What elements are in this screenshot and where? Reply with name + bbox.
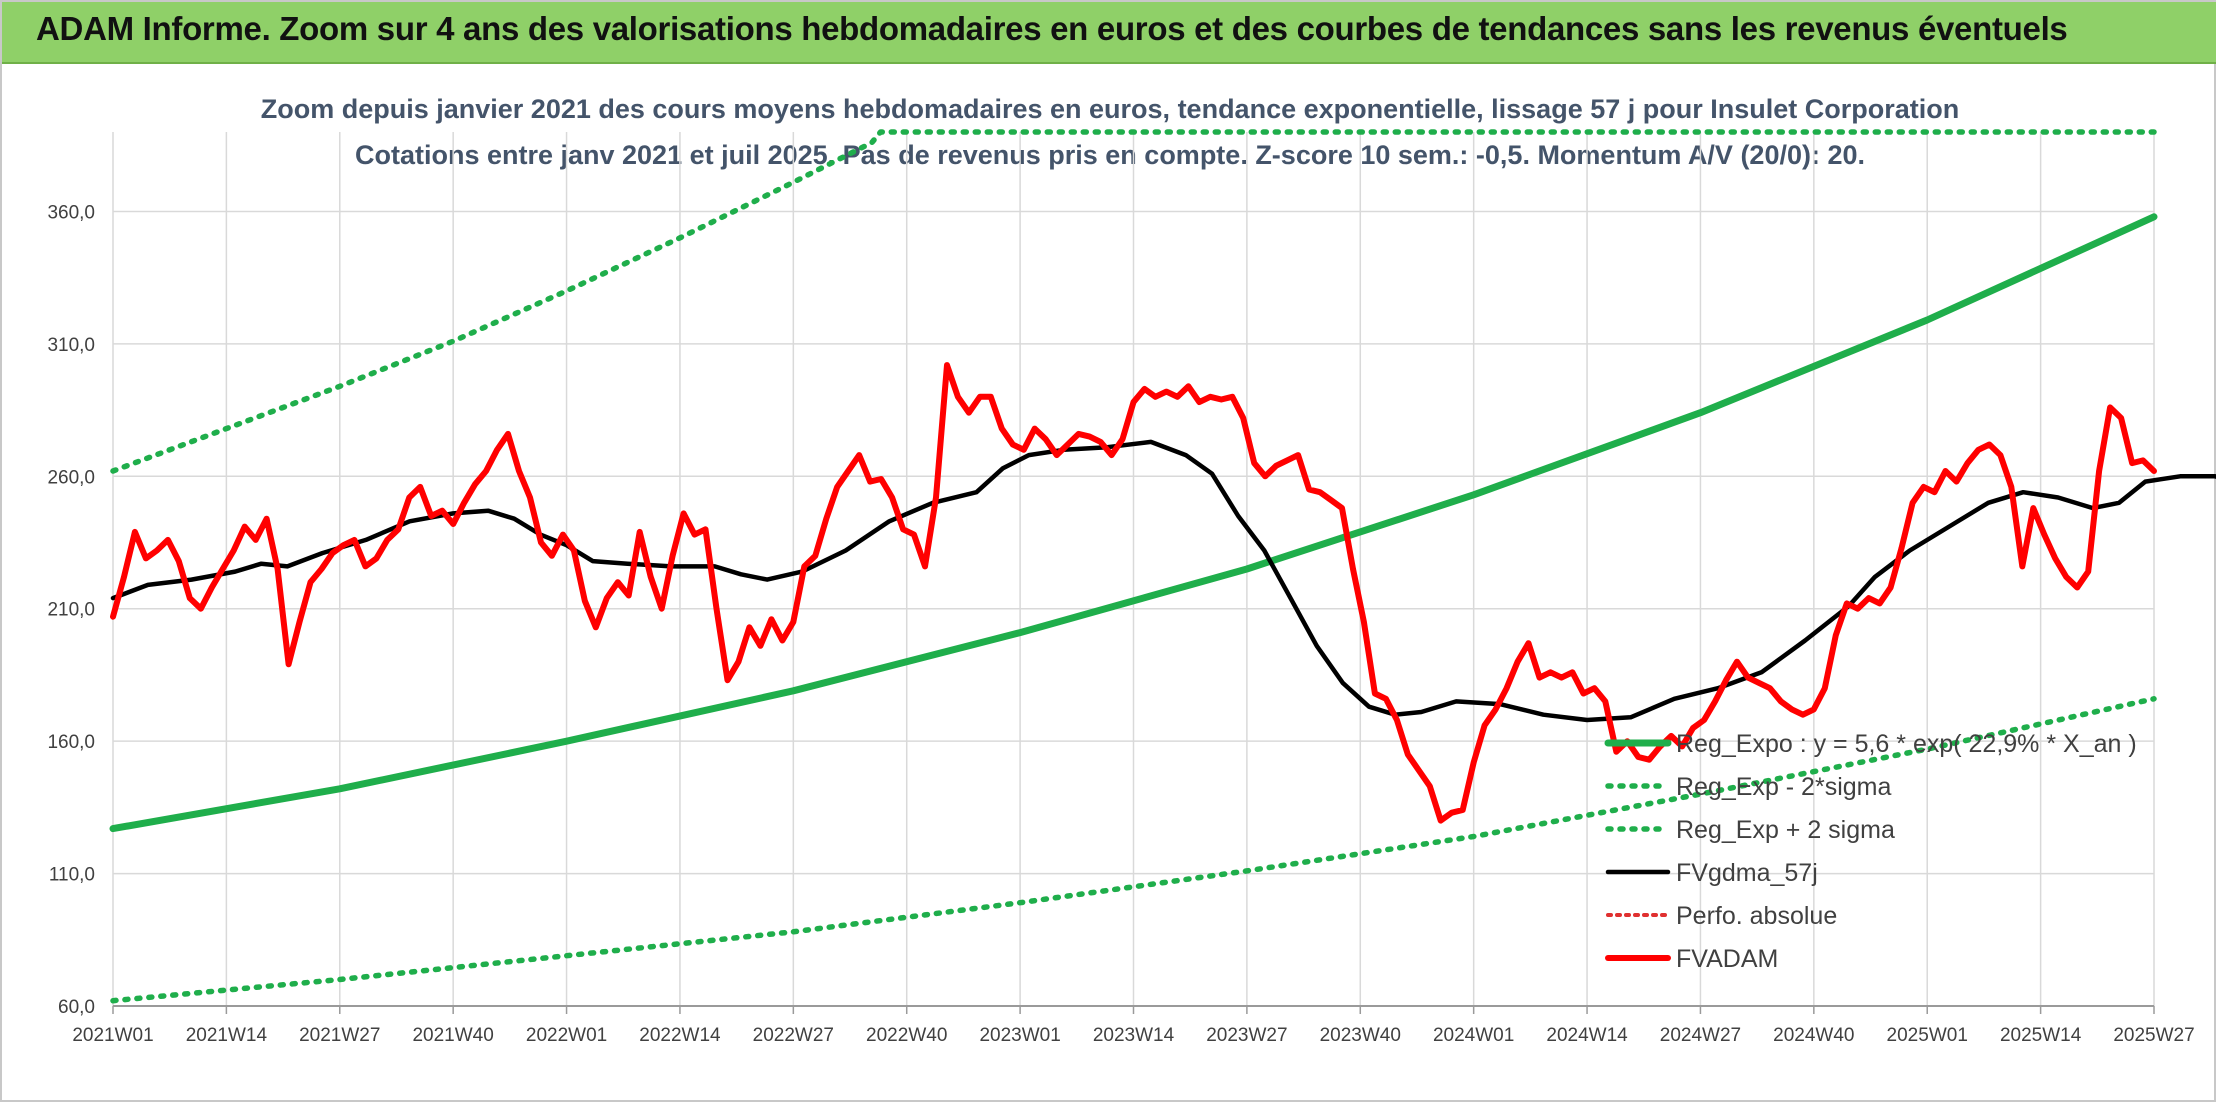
x-tick-label: 2024W40 [1773,1025,1854,1046]
y-tick-label: 260,0 [47,467,95,488]
axes: 60,0 110,0 160,0 210,0 260,0 310,0 360,0 2021W0… [47,202,2194,1046]
header-band: ADAM Informe. Zoom sur 4 ans des valoris… [2,2,2216,64]
x-tick-label: 2023W40 [1320,1025,1401,1046]
x-tick-label: 2022W01 [526,1025,607,1046]
x-tick-label: 2022W27 [753,1025,834,1046]
legend-label: Reg_Exp + 2 sigma [1676,816,1895,844]
series-line-6 [110,362,2157,824]
x-tick-label: 2025W27 [2113,1025,2194,1046]
y-tick-label: 310,0 [47,335,95,356]
chart-subtitle: Cotations entre janv 2021 et juil 2025. … [355,140,1865,170]
series [109,129,2216,1004]
y-tick-label: 160,0 [47,732,95,753]
series-line-4 [110,439,2216,723]
legend-label: Perfo. absolue [1676,902,1837,930]
x-tick-label: 2021W01 [72,1025,153,1046]
x-tick-label: 2024W01 [1433,1025,1514,1046]
legend-label: Reg_Exp - 2*sigma [1676,773,1891,801]
legend-label: Reg_Expo : y = 5,6 * exp( 22,9% * X_an ) [1676,730,2137,758]
legend: Reg_Expo : y = 5,6 * exp( 22,9% * X_an )… [1604,730,2137,973]
y-tick-label: 60,0 [58,997,95,1018]
legend-label: FVADAM [1676,945,1778,973]
x-tick-label: 2025W01 [1887,1025,1968,1046]
series-line-2 [110,696,2157,1004]
x-tick-label: 2024W27 [1660,1025,1741,1046]
x-tick-label: 2023W14 [1093,1025,1175,1046]
x-tick-label: 2023W27 [1206,1025,1287,1046]
x-tick-label: 2024W14 [1546,1025,1628,1046]
x-tick-label: 2025W14 [2000,1025,2082,1046]
y-tick-label: 210,0 [47,600,95,621]
y-tick-label: 110,0 [49,865,95,886]
legend-label: FVgdma_57j [1676,859,1818,887]
x-tick-label: 2021W40 [412,1025,493,1046]
x-tick-label: 2021W14 [186,1025,268,1046]
x-tick-label: 2021W27 [299,1025,380,1046]
x-tick-label: 2022W14 [639,1025,721,1046]
grid [112,132,2155,1007]
y-tick-label: 360,0 [47,202,95,223]
series-line-1 [109,213,2158,833]
series-line-3 [110,129,2157,474]
x-tick-label: 2022W40 [866,1025,947,1046]
report-title: ADAM Informe. Zoom sur 4 ans des valoris… [36,10,2068,47]
x-tick-label: 2023W01 [979,1025,1060,1046]
chart-title: Zoom depuis janvier 2021 des cours moyen… [261,94,1959,124]
